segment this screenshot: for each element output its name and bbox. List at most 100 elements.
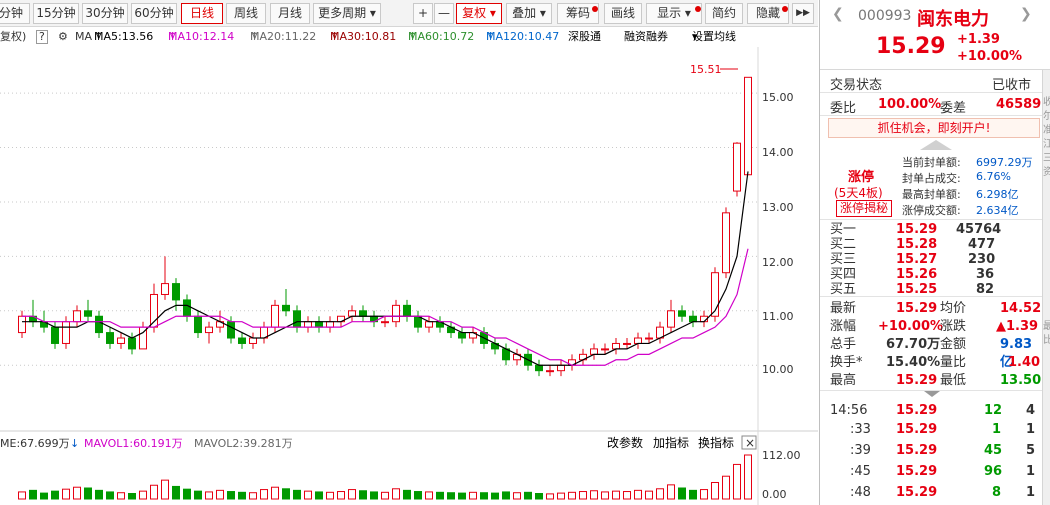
volume-bar (689, 489, 697, 500)
more-periods-button[interactable]: 更多周期 ▾ (313, 3, 381, 24)
candle-body (227, 321, 235, 339)
candle-body (315, 321, 323, 328)
volume-bar (700, 489, 708, 500)
ma-settings-button[interactable]: 设置均线 ▾ (692, 27, 736, 47)
volume-bar (733, 463, 741, 500)
collapse-down-arrow-icon[interactable] (924, 391, 940, 397)
volume-bar (271, 486, 279, 500)
volume-bar (40, 492, 48, 500)
bid-price: 15.29 (896, 222, 938, 237)
stat-value: 13.50 (1000, 373, 1042, 388)
next-stock-arrow-icon[interactable]: ❯ (1020, 6, 1032, 22)
bid-price: 15.25 (896, 282, 938, 297)
stat-label: 涨幅 (830, 319, 857, 334)
tick-price: 15.29 (896, 403, 938, 418)
candle-body (293, 310, 301, 328)
candle-body (249, 337, 257, 344)
open-account-banner[interactable]: 抓住机会，即刻开户! (828, 118, 1040, 138)
ma5-legend: MA5:13.56 ↑ (94, 27, 153, 47)
limit-row-label: 涨停成交额: (902, 204, 961, 217)
ma5-line (22, 171, 749, 366)
tick-volume: 96 (984, 464, 1003, 479)
period-weekly[interactable]: 周线 (226, 3, 266, 24)
fuquan-button[interactable]: 复权 ▾ (456, 3, 502, 24)
limit-reveal-button[interactable]: 涨停揭秘 (836, 200, 893, 217)
limit-up-streak: (5天4板) (834, 186, 883, 200)
switch-indicator-button[interactable]: 换指标 (698, 435, 734, 450)
side-scrollbar[interactable]: 收 尔 准 江 三 资 最 比 (1042, 70, 1050, 505)
volume-bar (612, 490, 620, 500)
hide-button[interactable]: 隐藏 (747, 3, 789, 24)
tick-time: :45 (850, 464, 871, 479)
bid-row: 买二 15.28 477 (820, 236, 1042, 254)
candle-body (128, 337, 136, 350)
bid-label: 买三 (830, 252, 857, 267)
volume-bar (326, 491, 334, 500)
weibi-value: 100.00% (878, 97, 942, 112)
display-button[interactable]: 显示 ▾ (646, 3, 702, 24)
price-tick: 14.00 (762, 146, 794, 159)
ma5-value: MA5:13.56 (94, 30, 154, 43)
help-icon[interactable]: ? (36, 30, 48, 44)
hide-label: 隐藏 (755, 6, 780, 20)
volume-bar (249, 492, 257, 500)
stat-value: +10.00% (878, 319, 944, 334)
edge-text: 比 (1043, 334, 1050, 348)
tick-row: 14:56 15.29 12 4 (820, 402, 1042, 420)
tick-volume: 45 (984, 443, 1003, 458)
candle-body (62, 321, 70, 344)
volume-bar (18, 491, 26, 500)
candle-body (304, 321, 312, 328)
volume-bar (161, 479, 169, 500)
limit-up-title: 涨停 (848, 170, 875, 185)
volume-axis-bottom: 0.00 (762, 488, 787, 501)
gear-icon[interactable]: ⚙ (58, 30, 68, 43)
close-indicator-glyph: × (745, 436, 755, 450)
period-15min[interactable]: 15分钟 (33, 3, 79, 24)
ma120-legend: MA120:10.47 ↑ (486, 27, 559, 47)
new-dot-icon (592, 6, 598, 12)
change-params-button[interactable]: 改参数 (607, 435, 643, 450)
chip-button[interactable]: 筹码 (557, 3, 599, 24)
weicha-value: 46589 (996, 97, 1042, 112)
candle-body (601, 348, 609, 351)
add-indicator-button[interactable]: 加指标 (653, 435, 689, 450)
close-indicator-icon[interactable] (741, 435, 757, 450)
margin-trading-button[interactable]: 融资融券 (624, 30, 668, 43)
collapse-arrow-icon[interactable] (920, 140, 952, 150)
shenguton-button[interactable]: 深股通 (568, 30, 601, 43)
volume-bar (381, 491, 389, 500)
period-daily[interactable]: 日线 (181, 3, 223, 24)
period-30min[interactable]: 30分钟 (82, 3, 128, 24)
brief-button[interactable]: 简约 (705, 3, 743, 24)
draw-line-button[interactable]: 画线 (604, 3, 642, 24)
tick-volume: 1 (992, 422, 1002, 437)
stock-name: 闽东电力 (917, 9, 989, 30)
new-dot-icon (782, 6, 788, 12)
bid-volume: 45764 (956, 222, 1002, 237)
volume-bar (623, 491, 631, 500)
prev-stock-arrow-icon[interactable]: ❮ (832, 6, 844, 22)
status-row: 交易状态 已收市 (820, 71, 1042, 93)
expand-arrows-icon[interactable]: ▶▶ (792, 3, 814, 24)
edge-text: 三 (1043, 152, 1050, 166)
zoom-in-button[interactable]: + (413, 3, 433, 24)
chip-label: 筹码 (565, 6, 590, 20)
candle-body (722, 212, 730, 274)
candle-body (194, 315, 202, 334)
tick-time: :33 (850, 422, 871, 437)
overlay-button[interactable]: 叠加 ▾ (506, 3, 552, 24)
more-periods-label: 更多周期 (318, 6, 367, 20)
ma-settings-label: 设置均线 (692, 30, 736, 43)
limit-up-box: 涨停 (5天4板) 涨停揭秘 当前封单额: 6997.29万 封单占成交: 6.… (820, 152, 1042, 220)
period-1min[interactable]: 分钟 (0, 3, 30, 24)
chart-toolbar: 分钟 15分钟 30分钟 60分钟 日线 周线 月线 更多周期 ▾ + — 复权… (0, 0, 818, 27)
zoom-out-button[interactable]: — (434, 3, 454, 24)
period-monthly[interactable]: 月线 (270, 3, 310, 24)
kline-chart[interactable]: 15.00 14.00 13.00 12.00 11.00 10.00 15.5… (0, 47, 818, 505)
ma120-value: MA120:10.47 (486, 30, 560, 43)
candle-body (326, 321, 334, 328)
candle-body (161, 283, 169, 295)
period-60min[interactable]: 60分钟 (131, 3, 177, 24)
candle-body (95, 315, 103, 334)
